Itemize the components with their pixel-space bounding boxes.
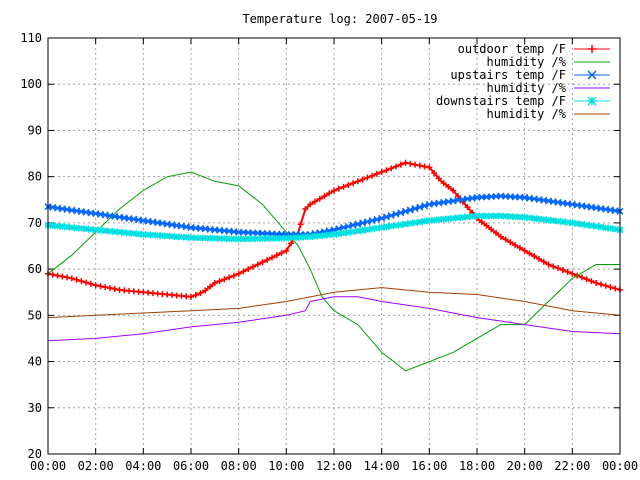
legend-marker (587, 70, 597, 80)
series-line (47, 171, 620, 372)
x-tick-label: 02:00 (78, 459, 114, 473)
x-tick-label: 06:00 (173, 459, 209, 473)
y-tick-label: 70 (28, 216, 42, 230)
x-tick-label: 00:00 (30, 459, 66, 473)
legend-item: humidity /% (487, 55, 610, 69)
series-layer (44, 159, 624, 372)
chart-title: Temperature log: 2007-05-19 (242, 12, 437, 26)
x-tick-label: 08:00 (221, 459, 257, 473)
legend-label: downstairs temp /F (436, 94, 566, 108)
legend-item: outdoor temp /F (458, 42, 610, 56)
legend-label: humidity /% (487, 107, 567, 121)
x-tick-label: 18:00 (459, 459, 495, 473)
plot-frame (47, 37, 621, 455)
axis-ticks: 20 30 40 50 60 70 80 90 100 110 00:00 02:00 04:00 06:… (20, 31, 638, 473)
legend-item: humidity /% (487, 81, 610, 95)
x-tick-label: 16:00 (411, 459, 447, 473)
series-line (47, 296, 621, 342)
legend-item: humidity /% (487, 107, 610, 121)
legend-marker (587, 96, 597, 106)
y-tick-label: 60 (28, 262, 42, 276)
series-line (47, 287, 621, 319)
legend-label: outdoor temp /F (458, 42, 566, 56)
y-tick-label: 80 (28, 170, 42, 184)
x-tick-label: 14:00 (364, 459, 400, 473)
y-tick-label: 40 (28, 355, 42, 369)
legend-marker (588, 45, 596, 53)
x-tick-label: 20:00 (507, 459, 543, 473)
legend-label: upstairs temp /F (450, 68, 566, 82)
series-4 (47, 296, 621, 342)
x-tick-label: 00:00 (602, 459, 638, 473)
y-tick-label: 90 (28, 123, 42, 137)
legend-item: downstairs temp /F (436, 94, 610, 108)
y-tick-label: 110 (20, 31, 42, 45)
x-tick-label: 12:00 (316, 459, 352, 473)
y-tick-label: 30 (28, 401, 42, 415)
x-tick-label: 10:00 (268, 459, 304, 473)
legend-label: humidity /% (487, 81, 567, 95)
legend-item: upstairs temp /F (450, 68, 610, 82)
legend-label: humidity /% (487, 55, 567, 69)
y-tick-label: 100 (20, 77, 42, 91)
series-2 (47, 171, 620, 372)
series-6 (47, 287, 621, 319)
y-tick-label: 20 (28, 447, 42, 461)
x-tick-label: 22:00 (554, 459, 590, 473)
series-1 (45, 159, 623, 300)
x-tick-label: 04:00 (125, 459, 161, 473)
y-tick-label: 50 (28, 308, 42, 322)
grid (48, 38, 620, 454)
